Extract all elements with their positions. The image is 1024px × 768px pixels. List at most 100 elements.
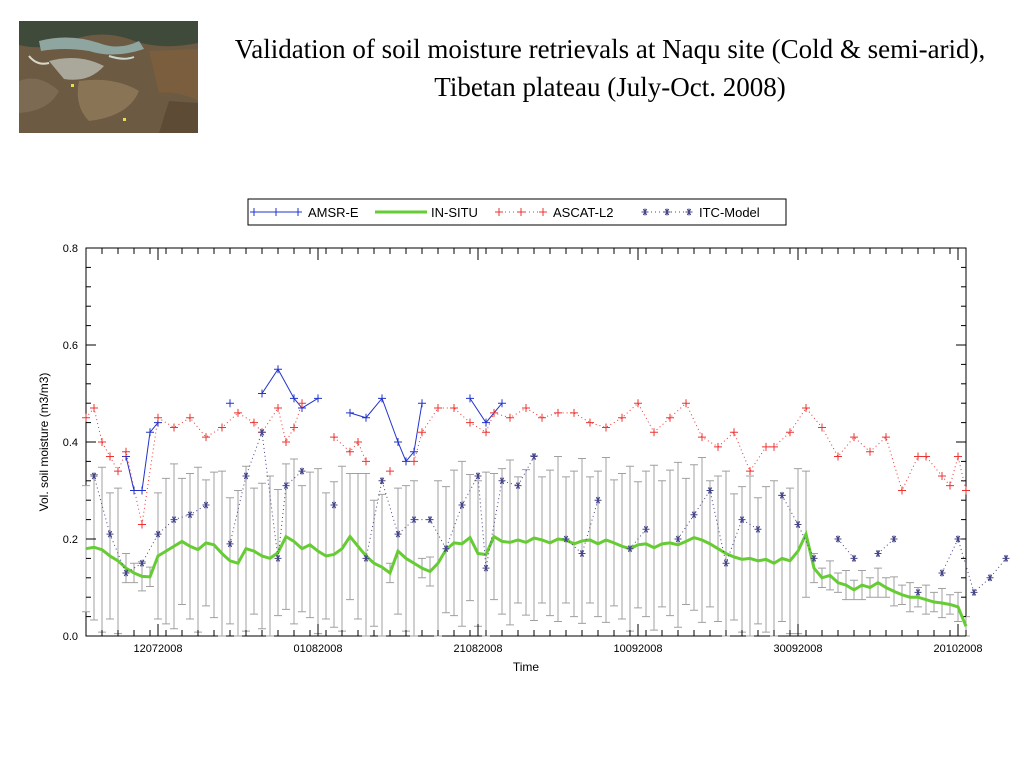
- y-tick-label: 0.2: [63, 534, 78, 546]
- legend-label: ASCAT-L2: [553, 205, 613, 220]
- data-point: [538, 413, 546, 422]
- data-point: [882, 433, 890, 442]
- x-tick-label: 10092008: [614, 643, 663, 655]
- data-point: [402, 457, 410, 466]
- data-point: [690, 511, 698, 519]
- data-point: [250, 418, 258, 427]
- y-tick-label: 0.4: [63, 437, 78, 449]
- data-point: [770, 442, 778, 451]
- data-point: [466, 394, 474, 403]
- insitu-line: [85, 529, 968, 627]
- data-point: [482, 418, 490, 427]
- data-point: [90, 404, 98, 413]
- data-point: [450, 404, 458, 413]
- data-point: [922, 452, 930, 461]
- data-point: [730, 428, 738, 437]
- data-point: [122, 569, 130, 577]
- series-layer: [82, 365, 1010, 627]
- data-point: [818, 423, 826, 432]
- dotted-segment: [229, 432, 303, 559]
- y-tick-label: 0.6: [63, 340, 78, 352]
- dotted-segment: [365, 456, 535, 569]
- data-point: [394, 530, 402, 538]
- data-point: [810, 554, 818, 562]
- data-point: [970, 588, 978, 596]
- data-point: [554, 408, 562, 417]
- data-point: [834, 452, 842, 461]
- data-point: [346, 447, 354, 456]
- data-point: [138, 559, 146, 567]
- data-point: [242, 472, 250, 480]
- x-tick-label: 01082008: [294, 643, 343, 655]
- data-point: [138, 486, 146, 495]
- data-point: [914, 452, 922, 461]
- dotted-segment: [333, 436, 367, 462]
- legend-marker: [641, 208, 649, 216]
- legend-item-ascat-l2: ASCAT-L2: [495, 205, 613, 220]
- x-axis: 12072008 01082008 21082008 10092008 30092008…: [85, 248, 983, 655]
- data-point: [706, 487, 714, 494]
- data-point: [330, 501, 338, 509]
- data-point: [290, 423, 298, 432]
- data-point: [98, 438, 106, 446]
- data-point: [850, 433, 858, 442]
- data-point: [170, 423, 178, 432]
- data-point: [394, 438, 402, 446]
- y-tick-label: 0.8: [63, 243, 78, 255]
- y-tick-label: 0.0: [63, 631, 78, 643]
- y-axis-label: Vol. soil moisture (m3/m3): [37, 373, 51, 512]
- data-point: [498, 399, 506, 408]
- data-point: [482, 564, 490, 572]
- data-point: [986, 574, 994, 582]
- data-point: [378, 394, 386, 403]
- data-point: [114, 467, 122, 476]
- data-point: [490, 408, 498, 417]
- legend-marker: [272, 208, 280, 216]
- legend-marker: [539, 208, 547, 216]
- dotted-segment: [413, 402, 967, 492]
- data-point: [106, 530, 114, 538]
- data-point: [138, 520, 146, 529]
- data-point: [258, 428, 266, 436]
- data-point: [570, 408, 578, 417]
- data-point: [474, 472, 482, 480]
- data-point: [314, 394, 322, 403]
- data-point: [122, 447, 130, 456]
- data-point: [802, 404, 810, 413]
- data-point: [298, 467, 306, 475]
- data-point: [410, 457, 418, 466]
- data-point: [82, 413, 90, 422]
- data-point: [794, 520, 802, 528]
- data-point: [754, 525, 762, 533]
- legend-marker: [294, 208, 302, 216]
- data-point: [426, 516, 434, 524]
- data-point: [274, 554, 282, 562]
- data-point: [914, 588, 922, 596]
- data-point: [106, 452, 114, 461]
- legend-marker: [517, 208, 525, 216]
- data-point: [458, 501, 466, 509]
- data-point: [626, 545, 634, 553]
- data-point: [282, 482, 290, 490]
- data-point: [506, 413, 514, 422]
- data-point: [674, 535, 682, 543]
- data-point: [418, 428, 426, 437]
- data-point: [850, 554, 858, 562]
- data-point: [226, 540, 234, 548]
- data-point: [282, 438, 290, 446]
- data-point: [386, 467, 394, 476]
- legend-marker: [685, 208, 693, 216]
- data-point: [202, 433, 210, 442]
- data-point: [714, 442, 722, 451]
- series-itc-model: [90, 428, 1010, 596]
- series-in-situ: [85, 529, 968, 627]
- data-point: [1002, 554, 1010, 562]
- x-tick-label: 20102008: [934, 643, 983, 655]
- data-point: [274, 365, 282, 374]
- data-point: [954, 452, 962, 461]
- legend-label: AMSR-E: [308, 205, 359, 220]
- data-point: [466, 418, 474, 427]
- data-point: [898, 486, 906, 495]
- data-point: [762, 442, 770, 451]
